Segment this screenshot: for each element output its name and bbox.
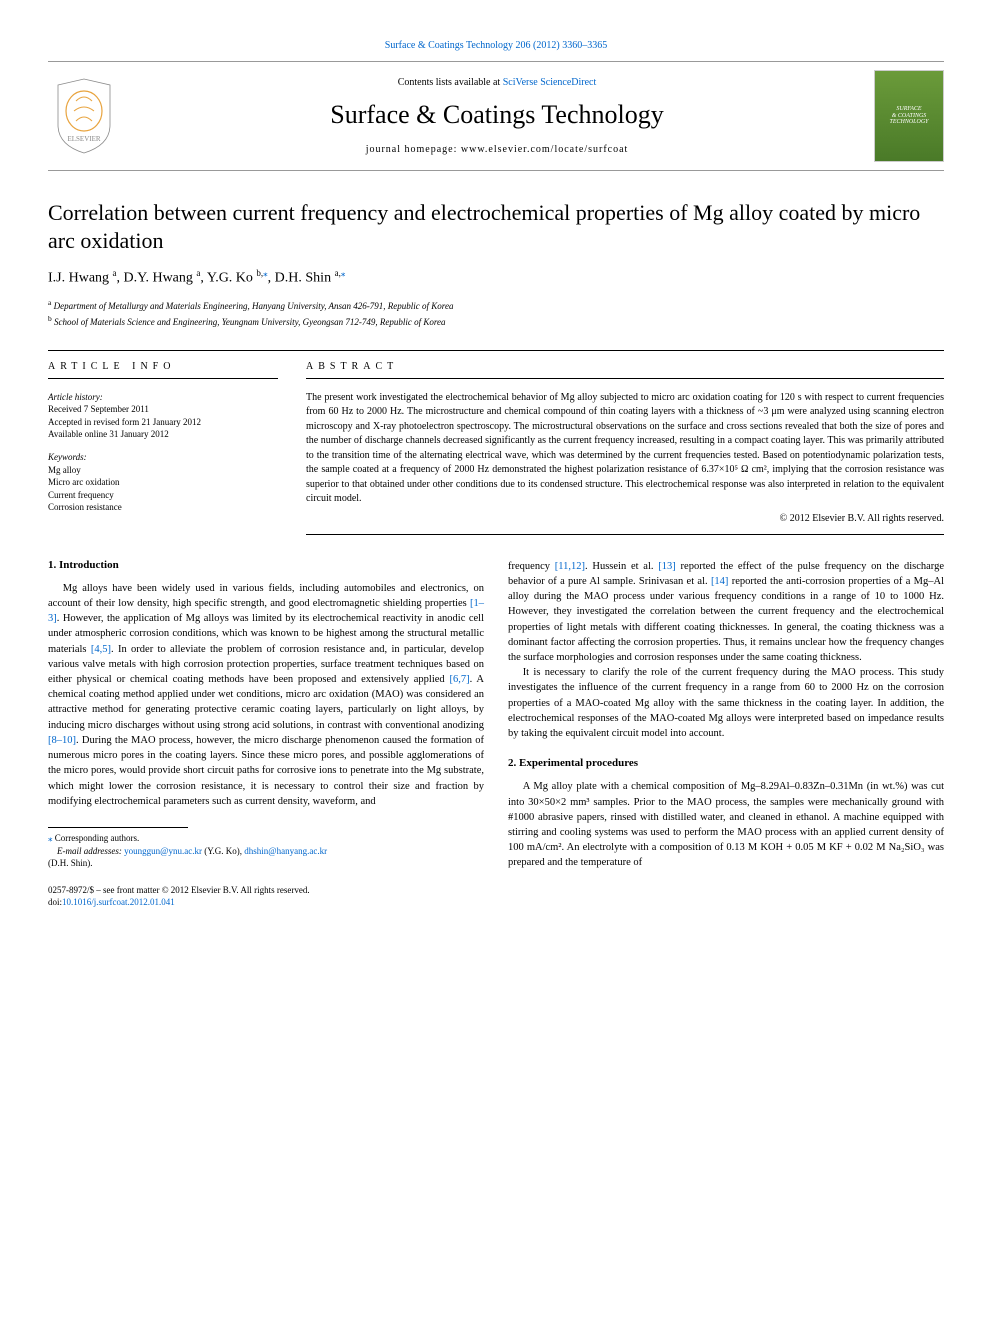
ref-4-5[interactable]: [4,5] [91,644,111,655]
intro-para-2: frequency [11,12]. Hussein et al. [13] r… [508,559,944,666]
email-1-link[interactable]: younggun@ynu.ac.kr [124,846,202,856]
intro-para-1: Mg alloys have been widely used in vario… [48,581,484,809]
right-column: frequency [11,12]. Hussein et al. [13] r… [508,559,944,909]
intro-heading: 1. Introduction [48,559,484,571]
cover-line1: SURFACE [896,106,921,113]
affil-a-text: Department of Metallurgy and Materials E… [51,301,453,311]
homepage-prefix: journal homepage: [366,144,461,155]
email-2-name: (D.H. Shin). [48,857,484,870]
email-2-link[interactable]: dhshin@hanyang.ac.kr [244,846,327,856]
abstract-heading: ABSTRACT [306,361,944,379]
p2a: frequency [508,561,555,572]
journal-citation-link[interactable]: Surface & Coatings Technology 206 (2012)… [385,40,607,51]
experimental-para-1: A Mg alloy plate with a chemical composi… [508,779,944,870]
article-title: Correlation between current frequency an… [48,199,944,254]
journal-citation: Surface & Coatings Technology 206 (2012)… [48,40,944,51]
authors-line: I.J. Hwang a, D.Y. Hwang a, Y.G. Ko b,⁎,… [48,268,944,287]
corresponding-label: Corresponding authors. [53,833,140,843]
experimental-heading: 2. Experimental procedures [508,757,944,769]
article-history-block: Article history: Received 7 September 20… [48,391,278,441]
keyword-1: Mg alloy [48,464,278,477]
abstract-column: ABSTRACT The present work investigated t… [306,351,944,535]
email-1-name: (Y.G. Ko), [202,846,244,856]
abstract-copyright: © 2012 Elsevier B.V. All rights reserved… [306,513,944,535]
intro-para-3: It is necessary to clarify the role of t… [508,665,944,741]
ref-14[interactable]: [14] [711,576,729,587]
sciencedirect-link[interactable]: SciVerse ScienceDirect [503,77,597,88]
info-abstract-row: ARTICLE INFO Article history: Received 7… [48,350,944,535]
elsevier-logo-icon: ELSEVIER [48,75,120,157]
affiliation-b: b School of Materials Science and Engine… [48,313,944,330]
author-3: , Y.G. Ko [200,271,256,286]
affiliations: a Department of Metallurgy and Materials… [48,297,944,330]
journal-header: ELSEVIER Contents lists available at Sci… [48,61,944,171]
contents-line: Contents lists available at SciVerse Sci… [134,77,860,88]
article-info: ARTICLE INFO Article history: Received 7… [48,351,278,535]
corresponding-emails: E-mail addresses: younggun@ynu.ac.kr (Y.… [48,845,484,858]
history-received: Received 7 September 2011 [48,403,278,416]
p1e: . During the MAO process, however, the m… [48,735,484,807]
keyword-2: Micro arc oxidation [48,476,278,489]
ref-11-12[interactable]: [11,12] [555,561,585,572]
keyword-4: Corrosion resistance [48,501,278,514]
ref-13[interactable]: [13] [658,561,676,572]
author-4-star[interactable]: ⁎ [341,268,346,278]
history-online: Available online 31 January 2012 [48,428,278,441]
p2d: reported the anti-corrosion properties o… [508,576,944,663]
keywords-block: Keywords: Mg alloy Micro arc oxidation C… [48,451,278,514]
body-columns: 1. Introduction Mg alloys have been wide… [48,559,944,909]
p2b: . Hussein et al. [585,561,658,572]
journal-name: Surface & Coatings Technology [134,100,860,130]
doi-link[interactable]: 10.1016/j.surfcoat.2012.01.041 [62,897,175,907]
cover-line2: & COATINGS [892,113,927,120]
front-matter-line: 0257-8972/$ – see front matter © 2012 El… [48,884,484,897]
left-column: 1. Introduction Mg alloys have been wide… [48,559,484,909]
corresponding-block: ⁎ Corresponding authors. E-mail addresse… [48,832,484,870]
header-center: Contents lists available at SciVerse Sci… [134,77,860,155]
author-2: , D.Y. Hwang [117,271,197,286]
history-label: Article history: [48,391,278,404]
affil-b-text: School of Materials Science and Engineer… [52,317,446,327]
ref-8-10[interactable]: [8–10] [48,735,76,746]
article-info-heading: ARTICLE INFO [48,361,278,379]
doi-block: 0257-8972/$ – see front matter © 2012 El… [48,884,484,909]
keywords-label: Keywords: [48,451,278,464]
svg-text:ELSEVIER: ELSEVIER [67,135,100,143]
p1c: . In order to alleviate the problem of c… [48,644,484,685]
email-label: E-mail addresses: [57,846,124,856]
corresponding-label-line: ⁎ Corresponding authors. [48,832,484,845]
p1a: Mg alloys have been widely used in vario… [48,583,484,609]
cover-line3: TECHNOLOGY [889,119,928,126]
doi-line: doi:10.1016/j.surfcoat.2012.01.041 [48,896,484,909]
author-4: , D.H. Shin [268,271,335,286]
keyword-3: Current frequency [48,489,278,502]
ref-6-7[interactable]: [6,7] [449,674,469,685]
homepage-url: www.elsevier.com/locate/surfcoat [461,144,628,155]
contents-prefix: Contents lists available at [398,77,503,88]
author-1: I.J. Hwang [48,271,113,286]
history-revised: Accepted in revised form 21 January 2012 [48,416,278,429]
abstract-text: The present work investigated the electr… [306,391,944,507]
journal-cover-icon: SURFACE & COATINGS TECHNOLOGY [874,70,944,162]
affiliation-a: a Department of Metallurgy and Materials… [48,297,944,314]
homepage-line: journal homepage: www.elsevier.com/locat… [134,144,860,155]
